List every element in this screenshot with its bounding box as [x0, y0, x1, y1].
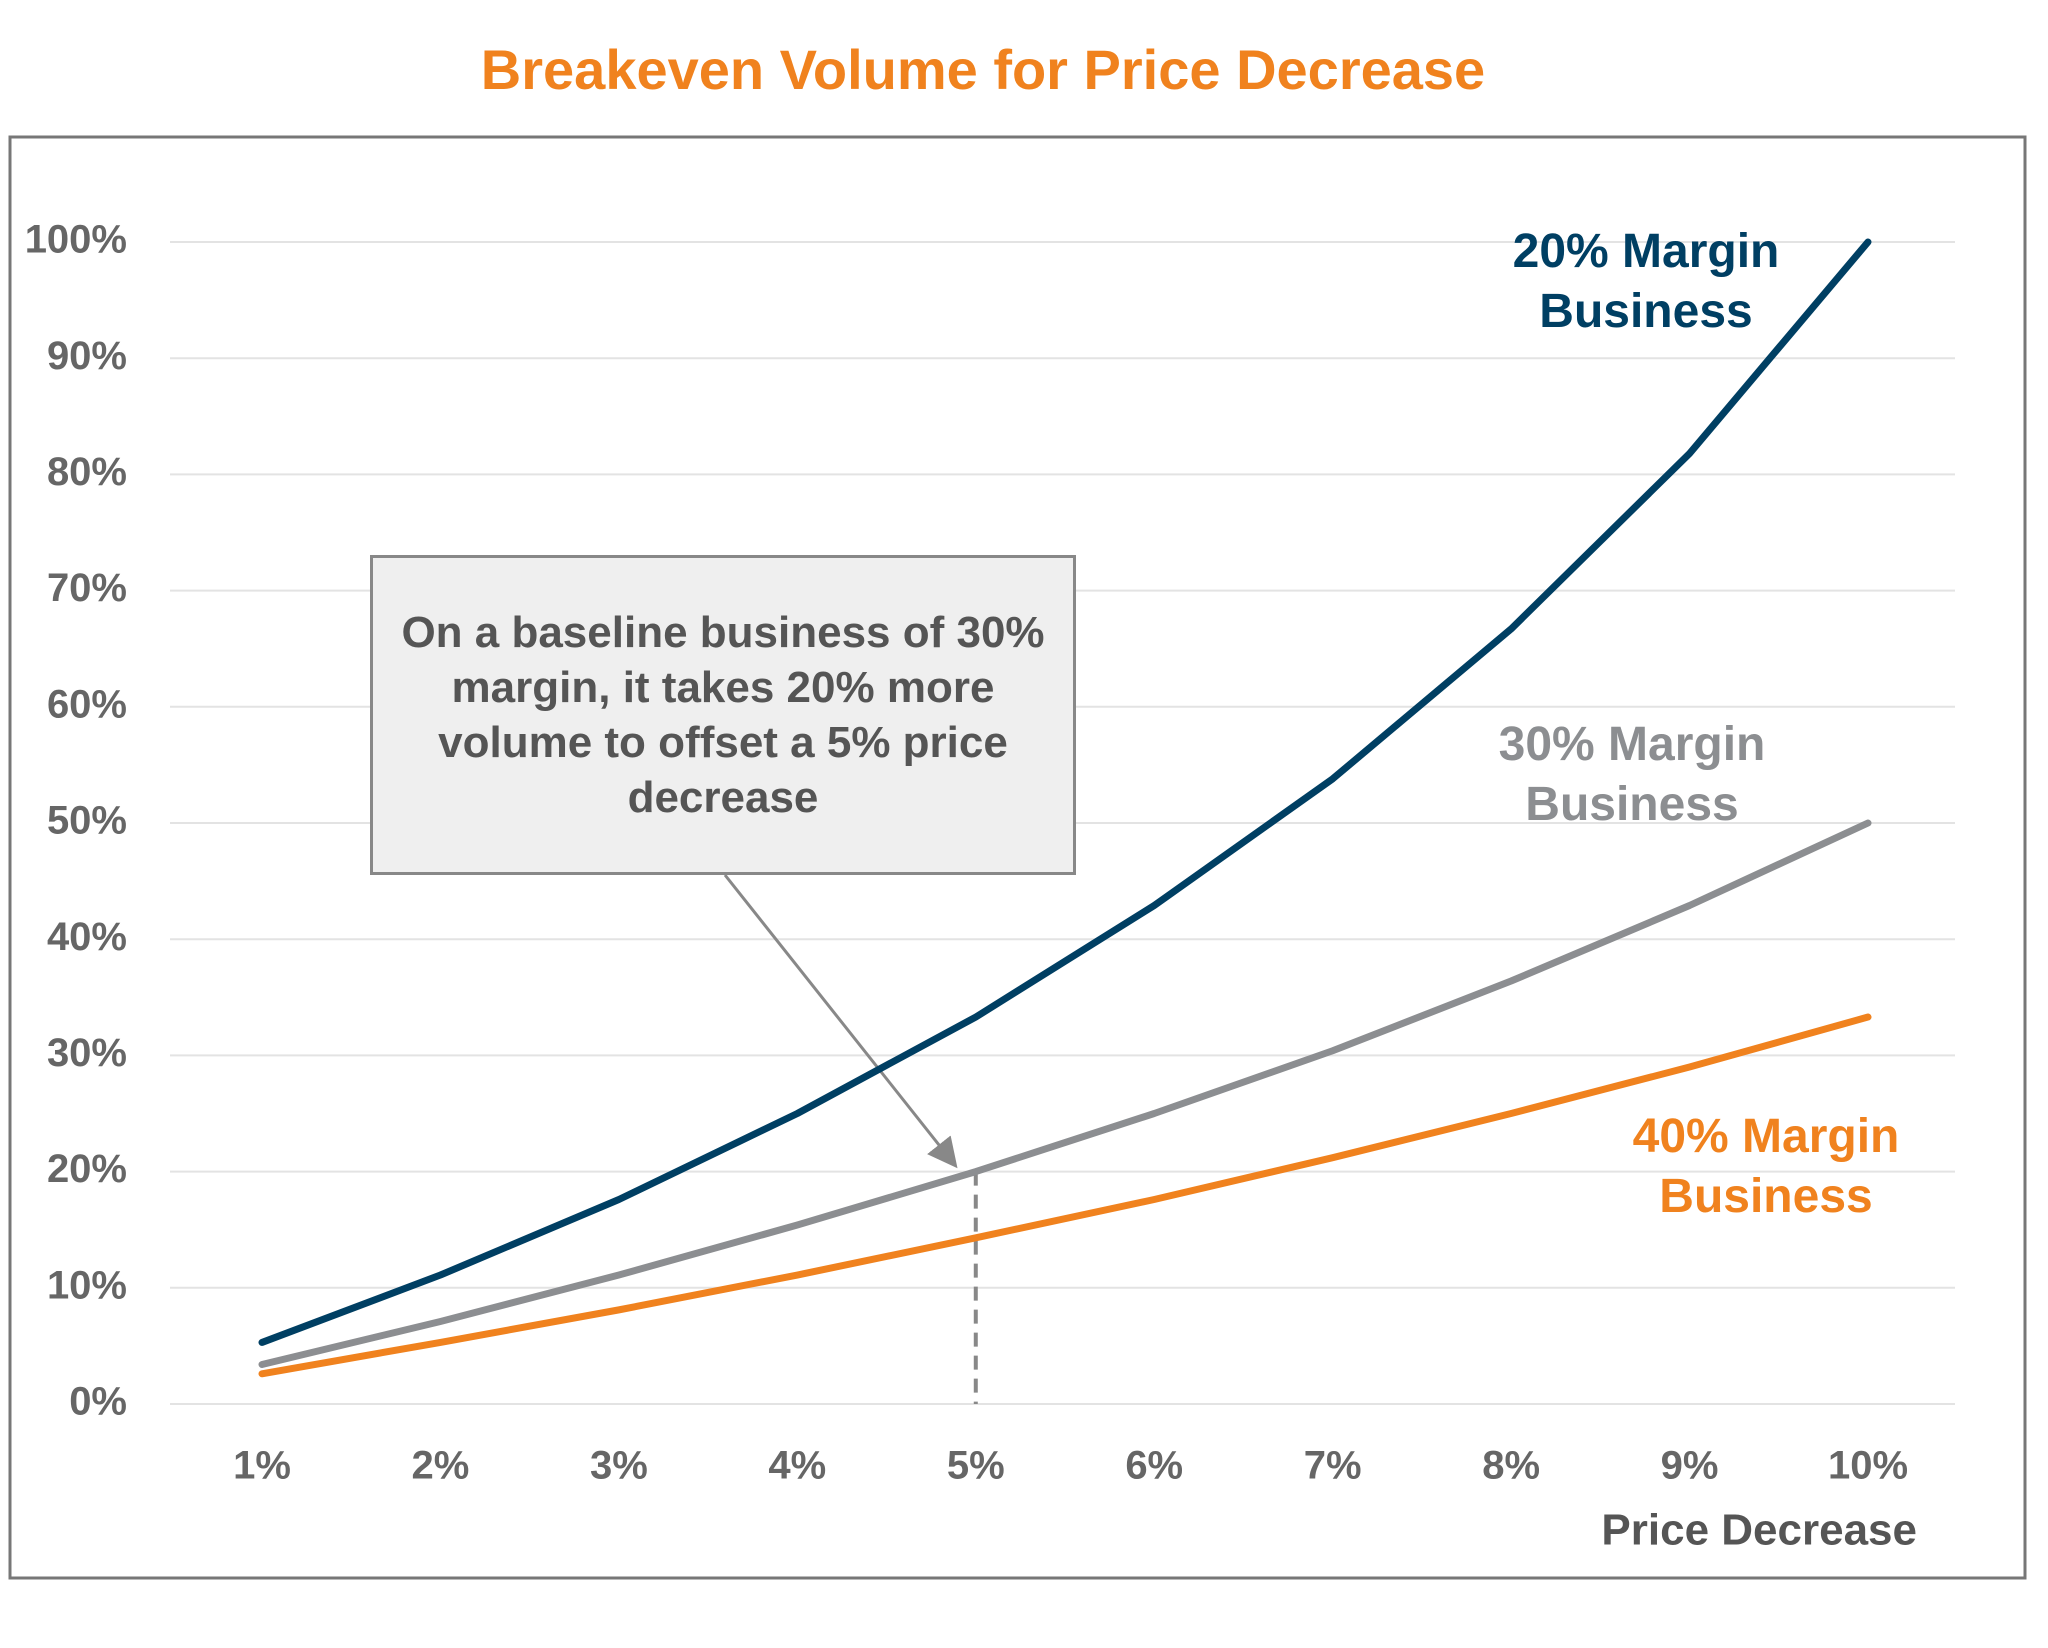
y-tick-label: 90%	[47, 334, 127, 378]
x-tick-label: 3%	[590, 1444, 648, 1488]
x-tick-label: 9%	[1661, 1444, 1719, 1488]
series-line	[258, 819, 1872, 1368]
x-axis-title: Price Decrease	[1601, 1506, 1917, 1555]
x-tick-label: 6%	[1125, 1444, 1183, 1488]
y-tick-label: 60%	[47, 682, 127, 726]
series-label: 30% Margin Business	[1498, 718, 1766, 831]
annotation-box: On a baseline business of 30% margin, it…	[370, 555, 1076, 875]
y-tick-label: 0%	[69, 1380, 127, 1424]
y-tick-label: 70%	[47, 566, 127, 610]
y-tick-label: 80%	[47, 450, 127, 494]
y-tick-label: 10%	[47, 1263, 127, 1307]
y-tick-label: 100%	[25, 218, 127, 262]
series-line	[258, 1013, 1872, 1378]
x-tick-label: 7%	[1304, 1444, 1362, 1488]
y-tick-label: 50%	[47, 799, 127, 843]
x-tick-label: 8%	[1482, 1444, 1540, 1488]
annotation-text: On a baseline business of 30% margin, it…	[401, 608, 1045, 822]
y-tick-label: 20%	[47, 1147, 127, 1191]
annotation-arrow	[723, 874, 958, 1169]
chart-title: Breakeven Volume for Price Decrease	[481, 38, 1485, 101]
x-tick-label: 2%	[412, 1444, 470, 1488]
y-tick-label: 30%	[47, 1031, 127, 1075]
series-line	[258, 238, 1872, 1346]
series-label: 20% Margin Business	[1512, 225, 1780, 338]
y-tick-label: 40%	[47, 915, 127, 959]
x-tick-label: 1%	[233, 1444, 291, 1488]
x-tick-label: 5%	[947, 1444, 1005, 1488]
x-tick-label: 4%	[768, 1444, 826, 1488]
x-tick-label: 10%	[1828, 1444, 1908, 1488]
series-label: 40% Margin Business	[1632, 1110, 1900, 1223]
